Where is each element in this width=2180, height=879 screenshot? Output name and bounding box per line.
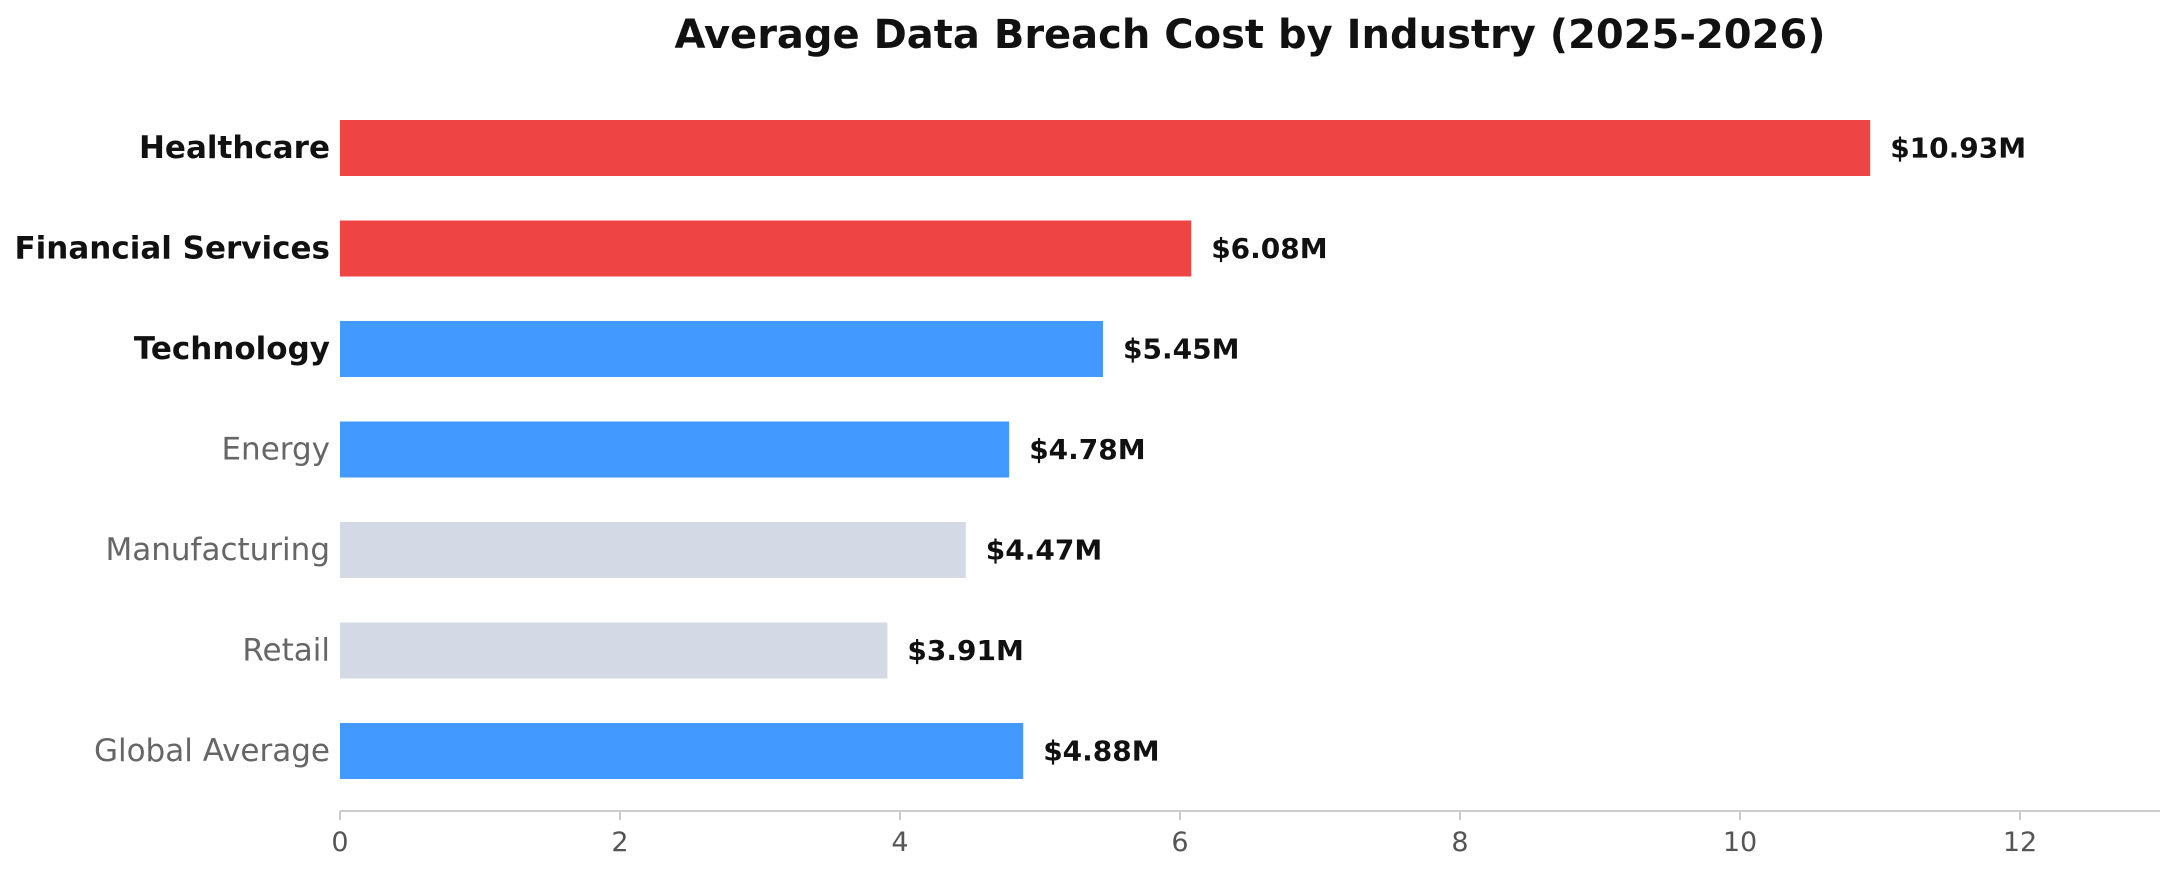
value-label-healthcare: $10.93M xyxy=(1890,132,2026,165)
category-label-manufacturing: Manufacturing xyxy=(106,532,330,568)
category-labels: Healthcare Financial Services Technology En… xyxy=(14,130,330,769)
category-label-financial-services: Financial Services xyxy=(14,231,330,267)
x-axis-ticks: 0 2 4 6 8 10 12 xyxy=(331,811,2037,858)
bars-layer xyxy=(340,120,1871,779)
value-label-manufacturing: $4.47M xyxy=(986,534,1102,567)
bar-retail xyxy=(340,622,888,679)
x-tick-label: 6 xyxy=(1171,827,1188,858)
bar-healthcare xyxy=(340,120,1871,176)
value-label-technology: $5.45M xyxy=(1123,333,1239,366)
bar-technology xyxy=(340,321,1103,377)
bar-energy xyxy=(340,421,1010,478)
x-tick-label: 8 xyxy=(1451,827,1468,858)
x-tick-label: 2 xyxy=(611,827,628,858)
bar-financial-services xyxy=(340,220,1192,277)
value-label-energy: $4.78M xyxy=(1029,433,1145,466)
category-label-global-average: Global Average xyxy=(94,733,330,769)
category-label-energy: Energy xyxy=(221,432,330,468)
x-tick-label: 12 xyxy=(2003,827,2037,858)
x-tick-label: 4 xyxy=(891,827,908,858)
value-label-global-average: $4.88M xyxy=(1043,735,1159,768)
category-label-retail: Retail xyxy=(242,633,330,669)
chart-title: Average Data Breach Cost by Industry (20… xyxy=(674,12,1825,58)
value-labels: $10.93M $6.08M $5.45M $4.78M $4.47M $3.91M $4.… xyxy=(907,132,2026,768)
bar-global-average xyxy=(340,723,1024,779)
x-tick-label: 10 xyxy=(1723,827,1757,858)
value-label-retail: $3.91M xyxy=(907,634,1023,667)
value-label-financial-services: $6.08M xyxy=(1211,232,1327,265)
bar-manufacturing xyxy=(340,522,966,578)
category-label-healthcare: Healthcare xyxy=(139,130,330,166)
x-tick-label: 0 xyxy=(331,827,348,858)
category-label-technology: Technology xyxy=(134,331,330,367)
